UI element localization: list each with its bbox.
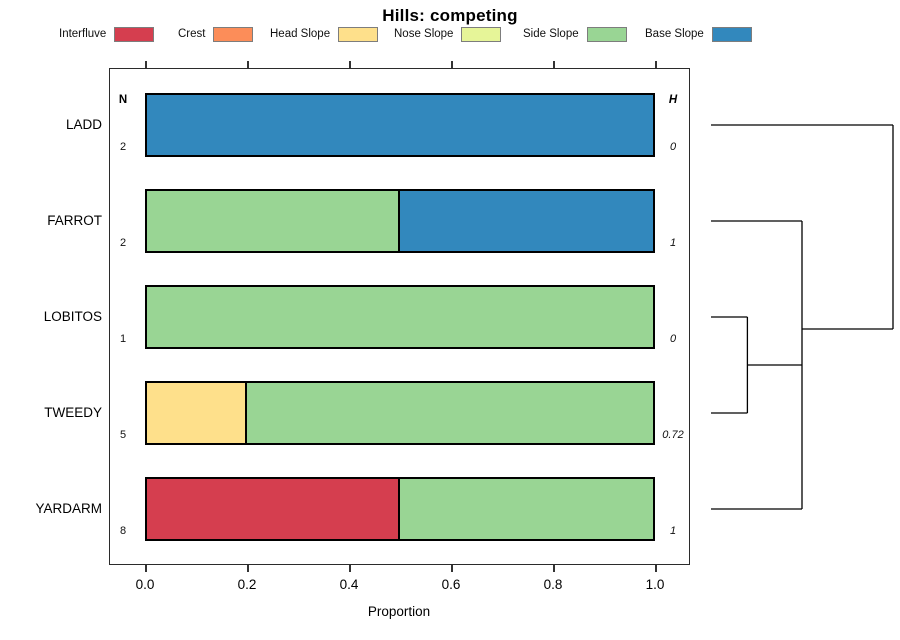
stacked-bar: [145, 285, 655, 349]
legend-item: Base Slope: [645, 26, 752, 42]
legend-swatch: [213, 26, 254, 42]
legend-label: Nose Slope: [394, 28, 454, 40]
n-value: 2: [119, 237, 127, 249]
row-label: LADD: [65, 117, 102, 132]
axis-tick-top: [655, 61, 657, 68]
x-axis-title: Proportion: [367, 604, 431, 619]
x-tick-label: 0.6: [441, 577, 461, 592]
n-column-header: N: [118, 94, 128, 106]
plot-area: [109, 68, 690, 565]
x-tick-label: 0.0: [135, 577, 155, 592]
axis-tick-bottom: [553, 565, 555, 572]
n-value: 1: [119, 333, 127, 345]
legend-label: Base Slope: [645, 28, 704, 40]
bar-segment-side-slope: [145, 285, 655, 349]
stacked-bar: [145, 477, 655, 541]
axis-tick-top: [349, 61, 351, 68]
legend-label: Crest: [178, 28, 206, 40]
axis-tick-bottom: [247, 565, 249, 572]
bar-segment-side-slope: [145, 189, 400, 253]
bar-segment-base-slope: [145, 93, 655, 157]
legend-item: Side Slope: [523, 26, 627, 42]
legend-swatch: [586, 26, 627, 42]
x-tick-label: 0.4: [339, 577, 359, 592]
axis-tick-top: [145, 61, 147, 68]
n-value: 2: [119, 141, 127, 153]
bar-segment-base-slope: [400, 189, 655, 253]
stacked-bar: [145, 189, 655, 253]
legend-swatch: [711, 26, 752, 42]
bar-segment-side-slope: [247, 381, 655, 445]
legend-label: Interfluve: [59, 28, 107, 40]
row-label: LOBITOS: [43, 309, 102, 324]
axis-tick-bottom: [451, 565, 453, 572]
h-value: 1: [669, 525, 677, 537]
n-value: 8: [119, 525, 127, 537]
axis-tick-bottom: [655, 565, 657, 572]
axis-tick-top: [553, 61, 555, 68]
legend-item: Nose Slope: [394, 26, 502, 42]
legend-label: Side Slope: [523, 28, 579, 40]
dendrogram-lines: [711, 124, 894, 510]
h-value: 0: [669, 333, 677, 345]
bar-segment-head-slope: [145, 381, 247, 445]
x-tick-label: 1.0: [645, 577, 665, 592]
h-value: 0.72: [662, 429, 684, 441]
stacked-bar: [145, 93, 655, 157]
x-tick-label: 0.2: [237, 577, 257, 592]
legend-item: Interfluve: [59, 26, 155, 42]
axis-tick-top: [451, 61, 453, 68]
h-column-header: H: [668, 94, 678, 106]
x-tick-label: 0.8: [543, 577, 563, 592]
legend-swatch: [461, 26, 502, 42]
axis-tick-top: [247, 61, 249, 68]
stacked-bar: [145, 381, 655, 445]
chart-title: Hills: competing: [382, 6, 518, 25]
row-label: FARROT: [47, 213, 102, 228]
axis-tick-bottom: [145, 565, 147, 572]
n-value: 5: [119, 429, 127, 441]
axis-tick-bottom: [349, 565, 351, 572]
legend-swatch: [338, 26, 379, 42]
row-label: TWEEDY: [44, 405, 102, 420]
legend-item: Head Slope: [270, 26, 379, 42]
h-value: 1: [669, 237, 677, 249]
bar-segment-side-slope: [400, 477, 655, 541]
legend-swatch: [114, 26, 155, 42]
h-value: 0: [669, 141, 677, 153]
bar-segment-interfluve: [145, 477, 400, 541]
legend-item: Crest: [178, 26, 254, 42]
row-label: YARDARM: [35, 501, 102, 516]
legend-label: Head Slope: [270, 28, 331, 40]
